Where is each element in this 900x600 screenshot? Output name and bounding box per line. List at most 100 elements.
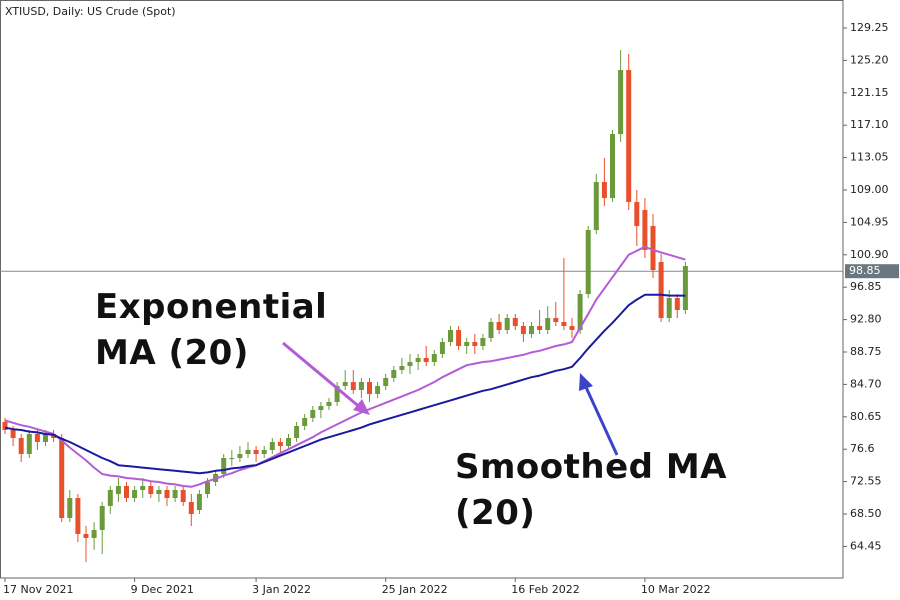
candle-body	[148, 486, 154, 494]
candle-body	[156, 490, 162, 494]
candle-body	[504, 318, 510, 330]
y-tick-label: 113.05	[850, 151, 889, 164]
candle-body	[674, 298, 680, 310]
candle-body	[561, 322, 567, 326]
candle-body	[91, 530, 97, 538]
candle-body	[310, 410, 316, 418]
candle-body	[512, 318, 518, 326]
y-tick-label: 109.00	[850, 183, 889, 196]
candle-body	[658, 262, 664, 318]
candle-body	[10, 430, 16, 438]
y-tick-label: 76.6	[850, 442, 875, 455]
y-tick-label: 117.10	[850, 118, 889, 131]
x-tick-label: 25 Jan 2022	[382, 583, 448, 596]
candle-body	[67, 498, 73, 518]
candle-body	[472, 342, 478, 346]
candle-body	[577, 294, 583, 330]
candle-body	[229, 458, 235, 459]
candle-body	[277, 442, 283, 446]
candle-body	[205, 482, 210, 494]
candle-body	[164, 490, 170, 498]
annotation-arrow	[583, 384, 619, 456]
candle-body	[545, 318, 551, 330]
x-tick-label: 17 Nov 2021	[3, 583, 73, 596]
moving-average-line	[4, 293, 686, 475]
candle-body	[237, 454, 243, 458]
candle-body	[196, 494, 202, 510]
x-tick-label: 3 Jan 2022	[252, 583, 311, 596]
y-tick-label: 104.95	[850, 215, 889, 228]
candle-body	[188, 502, 194, 514]
candle-body	[318, 406, 324, 410]
marks	[0, 50, 843, 562]
candle-body	[682, 266, 688, 310]
y-tick-label: 88.75	[850, 345, 882, 358]
candle-body	[666, 298, 672, 318]
candle-body	[480, 338, 486, 346]
y-tick-label: 121.15	[850, 86, 889, 99]
candle-body	[610, 134, 615, 198]
y-tick-label: 129.25	[850, 21, 889, 34]
candle-body	[107, 490, 113, 506]
candle-body	[253, 450, 259, 454]
candle-body	[601, 182, 607, 198]
candle-body	[585, 230, 591, 294]
candle-body	[407, 362, 413, 366]
candle-body	[294, 426, 300, 438]
y-tick-label: 84.70	[850, 377, 882, 390]
candle-body	[245, 450, 251, 454]
candle-body	[26, 434, 32, 454]
candle-body	[302, 418, 308, 426]
candle-body	[448, 330, 453, 342]
candle-body	[221, 458, 227, 474]
axis-ticks: 64.45 68.50 72.55 76.6 80.65 84.70 88.75 92.80 9…	[3, 21, 899, 596]
y-tick-label: 96.85	[850, 280, 882, 293]
chart-title: XTIUSD, Daily: US Crude (Spot)	[5, 5, 176, 18]
x-tick-label: 9 Dec 2021	[131, 583, 194, 596]
x-tick-label: 10 Mar 2022	[641, 583, 711, 596]
candle-body	[537, 326, 543, 330]
candle-body	[342, 382, 348, 386]
candle-body	[367, 382, 372, 394]
candle-body	[115, 486, 121, 494]
annotation: Exponential MA (20)	[95, 287, 328, 373]
candle-body	[350, 382, 356, 390]
y-tick-label: 68.50	[850, 507, 882, 520]
annotation-arrowhead	[579, 373, 593, 391]
candle-body	[520, 326, 526, 334]
candle-body	[399, 366, 405, 370]
candle-body	[496, 322, 502, 330]
candle-body	[99, 506, 105, 530]
candle-body	[83, 534, 89, 538]
last-price-label: 98.85	[849, 264, 881, 277]
candle-body	[642, 210, 648, 250]
candle-body	[75, 498, 81, 534]
annotation-arrow	[282, 341, 363, 411]
candle-body	[326, 402, 332, 406]
candle-body	[569, 326, 575, 330]
candle-body	[423, 358, 429, 362]
candle-body	[18, 438, 24, 454]
plot-frame	[0, 0, 844, 579]
candle-body	[132, 490, 138, 498]
y-tick-label: 64.45	[850, 539, 882, 552]
y-tick-label: 100.90	[850, 248, 889, 261]
candle-body	[172, 490, 178, 498]
candle-body	[593, 182, 599, 230]
y-tick-label: 80.65	[850, 410, 882, 423]
candle-body	[618, 70, 624, 134]
candle-body	[383, 378, 389, 386]
candle-body	[650, 226, 656, 270]
candle-body	[431, 354, 437, 362]
candle-body	[553, 318, 559, 322]
y-tick-label: 92.80	[850, 313, 882, 326]
candle-body	[124, 486, 129, 498]
candle-body	[269, 442, 275, 450]
candle-body	[464, 342, 470, 346]
y-tick-label: 72.55	[850, 475, 882, 488]
annotation-arrowhead	[353, 399, 370, 415]
candle-body	[529, 326, 534, 334]
candle-body	[180, 490, 186, 502]
